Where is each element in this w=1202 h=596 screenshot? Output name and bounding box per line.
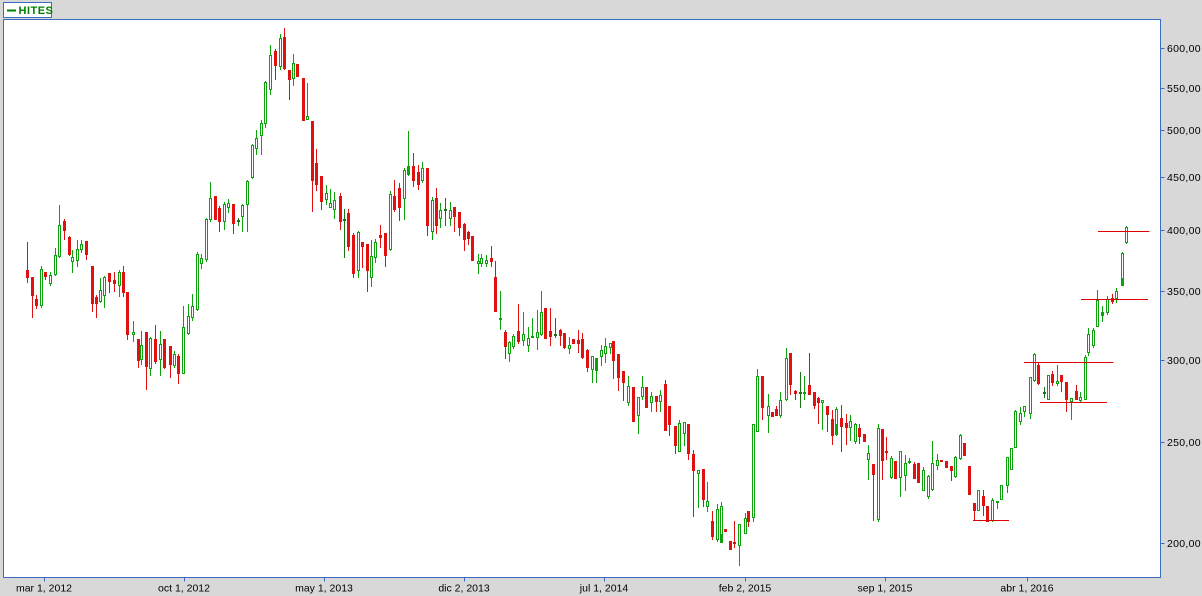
- svg-text:mar 1, 2012: mar 1, 2012: [16, 583, 72, 595]
- svg-text:HITES: HITES: [19, 5, 54, 17]
- svg-text:sep 1, 2015: sep 1, 2015: [858, 583, 913, 595]
- svg-text:250,00: 250,00: [1167, 437, 1201, 449]
- svg-text:200,00: 200,00: [1167, 538, 1201, 550]
- svg-text:abr 1, 2016: abr 1, 2016: [1000, 583, 1053, 595]
- svg-text:550,00: 550,00: [1167, 83, 1201, 95]
- svg-text:450,00: 450,00: [1167, 172, 1201, 184]
- svg-text:feb 2, 2015: feb 2, 2015: [719, 583, 772, 595]
- svg-text:dic 2, 2013: dic 2, 2013: [438, 583, 490, 595]
- svg-text:300,00: 300,00: [1167, 355, 1201, 367]
- svg-text:600,00: 600,00: [1167, 43, 1201, 55]
- svg-text:400,00: 400,00: [1167, 225, 1201, 237]
- svg-text:jul 1, 2014: jul 1, 2014: [579, 583, 629, 595]
- svg-text:oct 1, 2012: oct 1, 2012: [158, 583, 210, 595]
- svg-text:500,00: 500,00: [1167, 125, 1201, 137]
- svg-text:350,00: 350,00: [1167, 286, 1201, 298]
- svg-text:may 1, 2013: may 1, 2013: [295, 583, 353, 595]
